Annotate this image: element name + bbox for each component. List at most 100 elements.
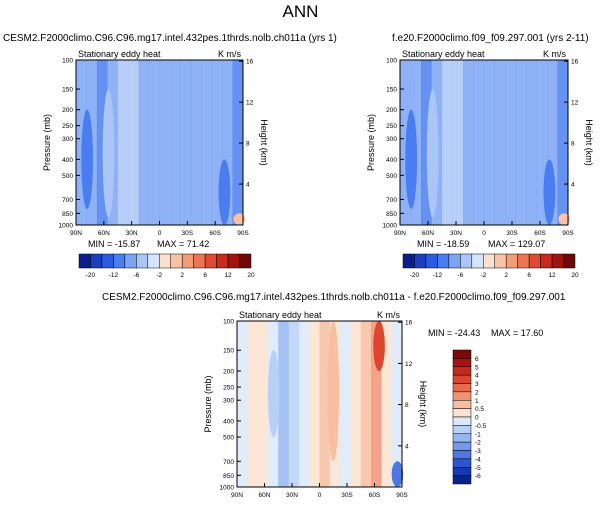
panel3-colorbar-swatch <box>452 441 472 451</box>
panel3-max-label: MAX = 17.60 <box>491 328 544 338</box>
panel1-ylabel-right: Height (km) <box>259 119 269 166</box>
panel2-field-cell <box>473 60 485 225</box>
panel3-ytick-label: 1000 <box>220 485 235 492</box>
panel3-ytick-label: 250 <box>223 385 234 392</box>
panel3-y2tick-label: 4 <box>405 443 409 450</box>
panel2-colorbar-swatch <box>528 253 541 269</box>
panel2-colorbar-label: 6 <box>527 272 531 279</box>
panel1-field-cell <box>169 60 181 225</box>
panel1-field-cell <box>149 60 160 225</box>
panel2-ytick-label: 500 <box>386 173 397 180</box>
panel1-colorbar-swatch <box>159 253 171 269</box>
panel3-colorbar-label: -4 <box>475 456 481 463</box>
panel3-field-cell <box>371 321 382 487</box>
panel2-colorbar-swatch <box>517 253 530 269</box>
panel1-xtick-label: 90N <box>70 230 82 237</box>
panel1-field-cell <box>128 60 140 225</box>
panel3-colorbar-swatch <box>452 433 472 443</box>
panel2-ytick-label: 200 <box>386 107 397 114</box>
panel3-ytick-label: 500 <box>223 435 234 442</box>
panel2-ytick-label: 850 <box>386 211 397 218</box>
panel1-field-cell <box>180 60 192 225</box>
panel2-colorbar-label: -6 <box>457 272 463 279</box>
panel2-xtick-label: 0 <box>482 230 486 237</box>
panel2-xtick-label: 60S <box>534 230 546 237</box>
panel1-field-cell <box>201 60 213 225</box>
panel2-xtick-label: 60N <box>422 230 434 237</box>
panel2-field-cell <box>463 60 474 225</box>
panel3-xtick-label: 30N <box>286 492 298 499</box>
panel2-chart: Stationary eddy heat K m/s 90N 60N 30N 0 30S 60… <box>366 49 594 237</box>
panel1-ytick-label: 850 <box>62 211 73 218</box>
panel1-ytick-label: 700 <box>62 197 73 204</box>
panel2-field-cell <box>526 60 537 225</box>
panel3-field-cell <box>309 321 320 487</box>
panel3-colorbar-label: 6 <box>475 356 479 363</box>
panel1-ytick-label: 1000 <box>59 223 74 230</box>
panel1-xtick-label: 90S <box>237 230 249 237</box>
panel3-colorbar-swatch <box>452 425 472 434</box>
panel1-y2tick-label: 4 <box>246 182 250 189</box>
panel3-colorbar: 65 432 10.5 0-0.5-1 -2-3-4 -5-6 <box>452 349 487 485</box>
panel1-y2tick-label: 12 <box>246 100 254 107</box>
panel3-field-cell <box>257 321 269 487</box>
panel1-ytick-label: 300 <box>62 136 73 143</box>
figure-title: ANN <box>282 2 319 21</box>
panel1-feature-max-surface-85S <box>233 213 246 225</box>
panel3-feature-positive-band-10S <box>327 321 340 462</box>
panel3-field-cell <box>278 321 290 487</box>
panel3-xtick-label: 0 <box>318 492 322 499</box>
panel3-ytick-label: 850 <box>223 473 234 480</box>
panel1-y2tick-label: 8 <box>246 141 250 148</box>
panel1-field-cell <box>117 60 129 225</box>
panel3-field-cell <box>381 321 393 487</box>
panel1-ytick-label: 100 <box>62 58 73 65</box>
panel3-ytick-label: 700 <box>223 459 234 466</box>
panel2-field-cell <box>400 60 411 225</box>
panel3-title: CESM2.F2000climo.C96.C96.mg17.intel.432p… <box>102 292 566 303</box>
panel2-colorbar-label: 2 <box>504 272 508 279</box>
panel2-field-cell <box>494 60 506 225</box>
panel1-min-label: MIN = -15.87 <box>88 239 141 249</box>
panel3-colorbar-label: -1 <box>475 431 481 438</box>
panel2-ytick-label: 400 <box>386 157 397 164</box>
panel3-colorbar-swatch <box>452 408 472 418</box>
panel3-field-cell <box>298 321 310 487</box>
panel3-y2tick-label: 16 <box>405 320 413 327</box>
panel1-colorbar-swatch <box>113 253 126 269</box>
panel1-ytick-label: 250 <box>62 123 73 130</box>
panel2-feature-max-surface-85S <box>558 213 571 225</box>
panel2-colorbar-swatch <box>505 253 518 269</box>
panel1-ytick-label: 400 <box>62 157 73 164</box>
panel2-xtick-label: 30S <box>506 230 518 237</box>
panel3-ytick-label: 400 <box>223 418 234 425</box>
panel3-chart: Stationary eddy heat K m/s 90N 60N 30N 0 30S 60… <box>203 310 428 499</box>
panel3-colorbar-swatch <box>452 358 472 367</box>
panel1-colorbar-swatch <box>170 253 183 269</box>
panel1-colorbar-label: -6 <box>133 272 139 279</box>
panel2-field-cell <box>421 60 432 225</box>
panel1-feature-positive-band-60N <box>102 89 115 218</box>
panel3-colorbar-label: -2 <box>475 440 481 447</box>
panel2-units: K m/s <box>543 49 567 59</box>
panel2-feature-positive-band-60N <box>426 89 439 218</box>
panel1-colorbar-swatch <box>193 253 206 269</box>
panel1-max-label: MAX = 71.42 <box>157 239 210 249</box>
panel2-colorbar-swatch <box>494 253 507 269</box>
panel3-colorbar-swatch <box>452 475 472 485</box>
panel2-field-cell <box>547 60 558 225</box>
panel3-colorbar-label: 0 <box>475 415 479 422</box>
panel2-feature-negative-band-80N <box>405 109 418 210</box>
panel2-y2tick-label: 8 <box>571 141 575 148</box>
panel1-colorbar-swatch <box>78 253 91 269</box>
panel2-y2tick-label: 16 <box>571 59 579 66</box>
panel1-subtitle: Stationary eddy heat <box>78 49 161 59</box>
panel1-y2tick-label: 16 <box>246 59 254 66</box>
panel3-feature-negative-band-60N <box>267 350 280 438</box>
panel3-colorbar-swatch <box>452 374 472 384</box>
panel3-field-cell <box>247 321 259 487</box>
panel2-title: f.e20.F2000climo.f09_f09.297.001 (yrs 2-… <box>392 33 589 44</box>
panel3-field-cell <box>237 321 248 487</box>
panel1-field-cell <box>222 60 234 225</box>
panel1-colorbar-label: -2 <box>156 272 162 279</box>
